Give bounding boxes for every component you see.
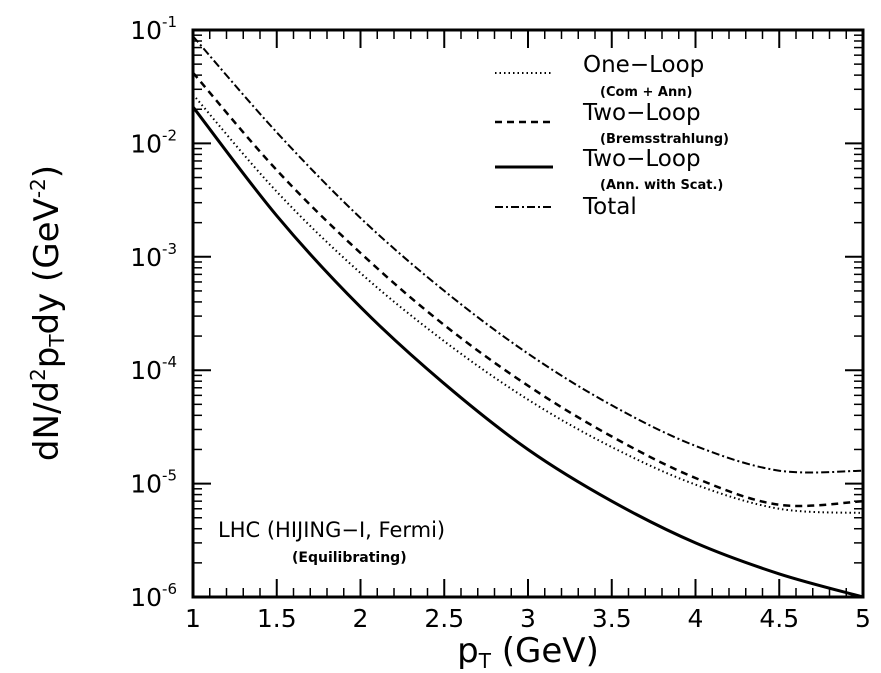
x-tick-label: 4: [688, 604, 704, 633]
x-tick-label: 4.5: [759, 604, 799, 633]
legend-label-total: Total: [582, 194, 637, 220]
x-tick-label: 3.5: [592, 604, 632, 633]
series-lines: [191, 35, 864, 599]
y-tick-label: 10-5: [130, 467, 177, 499]
y-axis-ticks: [193, 29, 863, 598]
x-tick-label: 5: [855, 604, 871, 633]
y-tick-label: 10-1: [130, 13, 177, 45]
y-axis-tick-labels: 10-6 10-5 10-4 10-3 10-2 10-1: [130, 13, 177, 612]
series-line-solid: [191, 105, 864, 599]
x-tick-label: 1: [185, 604, 201, 633]
x-axis-ticks: [192, 30, 864, 597]
y-tick-label: 10-4: [130, 353, 177, 385]
annotation-collider: LHC (HIJING−I, Fermi): [218, 518, 445, 542]
legend-label-ann-scat: Two−Loop: [582, 146, 701, 172]
legend-note-one-loop: (Com + Ann): [600, 85, 692, 100]
series-line-dotted: [192, 93, 864, 514]
plot-frame: [191, 28, 865, 599]
y-tick-label: 10-2: [130, 126, 177, 158]
x-tick-label: 3: [520, 604, 536, 633]
legend-note-bremsstrahlung: (Bremsstrahlung): [600, 132, 729, 147]
annotation-mode: (Equilibrating): [292, 550, 407, 566]
x-tick-label: 2: [353, 604, 369, 633]
y-tick-label: 10-6: [130, 580, 177, 612]
series-line-dashdot: [192, 35, 864, 474]
x-tick-label: 2.5: [424, 604, 464, 633]
series-line-dashed: [192, 71, 864, 508]
y-tick-label: 10-3: [130, 240, 177, 272]
x-axis-title: pT (GeV): [457, 631, 599, 673]
legend: One−Loop (Com + Ann) Two−Loop (Bremsstra…: [495, 52, 729, 220]
x-axis-tick-labels: 1 1.5 2 2.5 3 3.5 4 4.5 5: [185, 604, 871, 633]
legend-label-one-loop: One−Loop: [583, 52, 704, 78]
y-axis-title: dN/d2pTdy (GeV-2): [26, 165, 69, 461]
x-tick-label: 1.5: [257, 604, 297, 633]
legend-note-ann-scat: (Ann. with Scat.): [600, 178, 723, 193]
legend-label-bremsstrahlung: Two−Loop: [582, 100, 701, 126]
